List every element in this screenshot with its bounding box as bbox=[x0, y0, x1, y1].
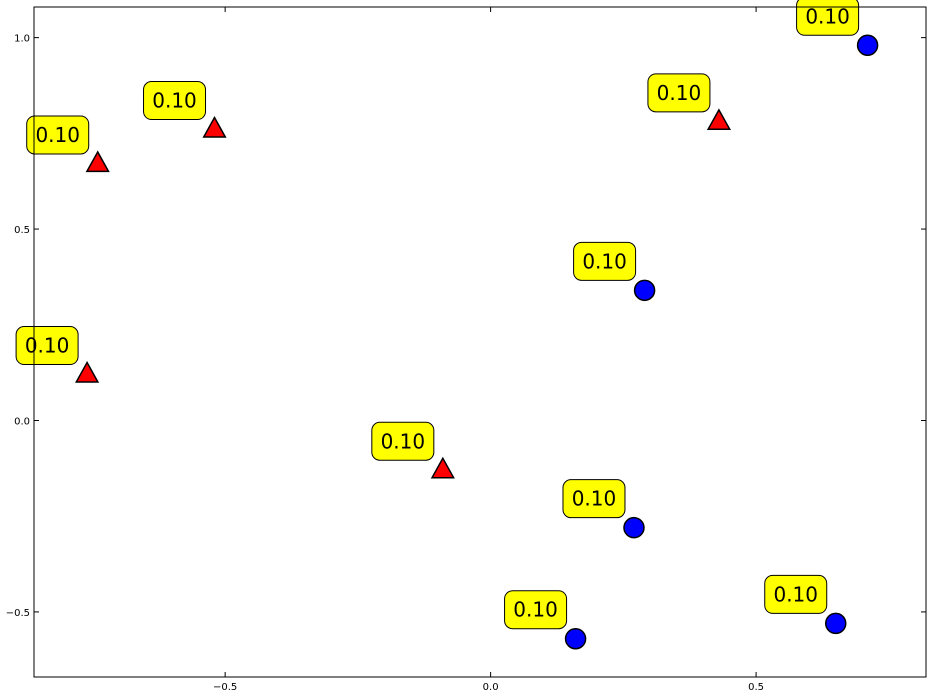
data-labels: 0.10 0.10 0.10 0.10 0.10 0.10 0.10 0.10 0.10 0.10 bbox=[15, 0, 860, 630]
circle-marker bbox=[856, 34, 879, 57]
value-annotation: 0.10 bbox=[764, 574, 828, 614]
triangle-marker bbox=[706, 108, 732, 131]
y-tick-label: 0.0 bbox=[14, 416, 30, 427]
annotation-text: 0.10 bbox=[381, 429, 426, 453]
value-annotation: 0.10 bbox=[562, 479, 626, 519]
annotation-text: 0.10 bbox=[572, 487, 617, 511]
data-marks bbox=[75, 34, 879, 650]
circle-marker bbox=[564, 627, 587, 650]
value-annotation: 0.10 bbox=[504, 590, 568, 630]
x-tick-label: −0.5 bbox=[213, 682, 237, 693]
circle-marker bbox=[623, 516, 645, 539]
annotation-text: 0.10 bbox=[773, 582, 818, 606]
y-tick-label: −0.5 bbox=[6, 608, 30, 619]
annotation-box bbox=[371, 421, 435, 461]
annotation-box bbox=[573, 241, 637, 281]
plot-frame bbox=[33, 6, 927, 678]
x-tick-label: 0.0 bbox=[483, 682, 499, 693]
annotation-box bbox=[796, 0, 860, 36]
annotation-text: 0.10 bbox=[805, 4, 850, 28]
value-annotation: 0.10 bbox=[796, 0, 860, 36]
annotation-box bbox=[15, 326, 79, 366]
annotation-text: 0.10 bbox=[582, 249, 627, 273]
axis-ticks: −0.5 0.0 0.5 −0.5 0.0 0.5 1.0 bbox=[6, 7, 926, 693]
triangle-marker bbox=[85, 150, 110, 173]
circle-marker bbox=[633, 279, 656, 302]
annotation-box bbox=[143, 81, 207, 121]
value-annotation: 0.10 bbox=[371, 421, 435, 461]
circle-marker bbox=[824, 612, 847, 635]
triangle-marker bbox=[75, 360, 100, 383]
annotation-text: 0.10 bbox=[657, 81, 702, 105]
annotation-text: 0.10 bbox=[513, 598, 558, 622]
annotation-box bbox=[26, 115, 90, 155]
annotation-box bbox=[504, 590, 568, 630]
value-annotation: 0.10 bbox=[15, 326, 79, 366]
annotation-box bbox=[647, 73, 711, 113]
value-annotation: 0.10 bbox=[143, 81, 207, 121]
value-annotation: 0.10 bbox=[26, 115, 90, 155]
y-tick-label: 0.5 bbox=[14, 225, 30, 236]
annotation-box bbox=[764, 574, 828, 614]
annotation-text: 0.10 bbox=[25, 334, 70, 358]
value-annotation: 0.10 bbox=[647, 73, 711, 113]
annotation-text: 0.10 bbox=[35, 123, 80, 147]
y-tick-label: 1.0 bbox=[14, 34, 30, 45]
annotation-box bbox=[562, 479, 626, 519]
x-tick-label: 0.5 bbox=[748, 682, 764, 693]
annotation-text: 0.10 bbox=[152, 89, 197, 113]
value-annotation: 0.10 bbox=[573, 241, 637, 281]
triangle-marker bbox=[430, 456, 455, 479]
triangle-marker bbox=[202, 115, 227, 138]
